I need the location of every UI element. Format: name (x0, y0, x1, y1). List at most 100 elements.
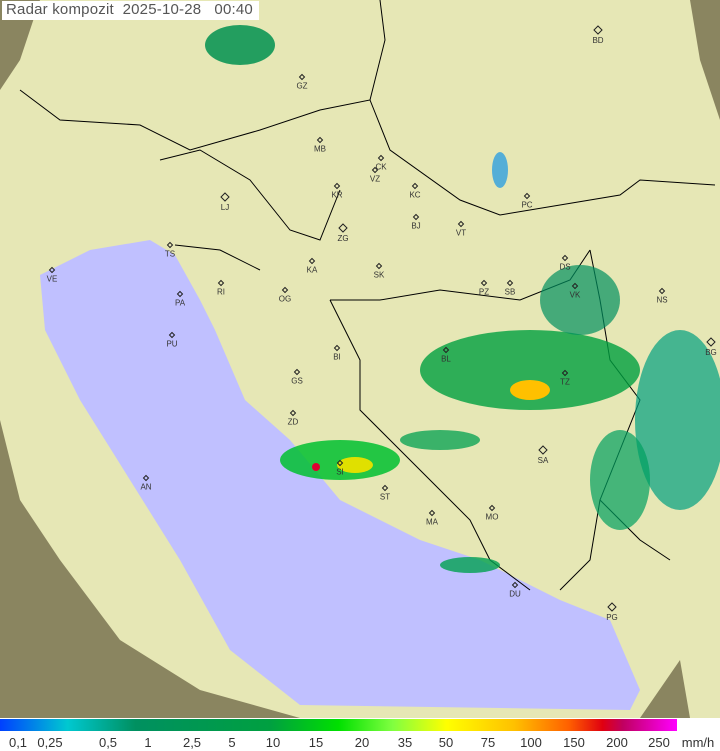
city-marker-icon (538, 445, 548, 455)
scale-tick-label: 2,5 (182, 735, 202, 750)
city-label: MA (426, 518, 439, 527)
city-marker-icon (506, 279, 514, 287)
city-label: ZD (288, 418, 299, 427)
scale-tick-label: 100 (520, 735, 542, 750)
city-label: KC (409, 191, 420, 200)
city-label: PG (606, 613, 618, 622)
city-marker-icon (593, 25, 603, 35)
city-label: KA (307, 266, 318, 275)
city-marker-icon (428, 509, 436, 517)
city-label: NS (656, 296, 667, 305)
city-marker-icon (293, 368, 301, 376)
city-label: MO (486, 513, 499, 522)
city-marker-icon (166, 241, 174, 249)
scale-tick-label: 150 (563, 735, 585, 750)
scale-tick-label: 50 (438, 735, 454, 750)
city-marker-icon (168, 331, 176, 339)
city-label: SK (374, 271, 385, 280)
city-label: DS (559, 263, 570, 272)
city-marker-icon (281, 286, 289, 294)
city-label: KR (331, 191, 342, 200)
city-marker-icon (381, 484, 389, 492)
city-label: OG (279, 295, 291, 304)
city-label: GZ (296, 82, 307, 91)
city-label: SI (336, 468, 344, 477)
city-label: VZ (370, 175, 380, 184)
city-marker-icon (457, 220, 465, 228)
city-label: GS (291, 377, 303, 386)
city-label: PU (166, 340, 177, 349)
city-marker-icon (523, 192, 531, 200)
city-marker-icon (412, 213, 420, 221)
scale-tick-label: 1 (144, 735, 152, 750)
scale-tick-label: 200 (606, 735, 628, 750)
city-marker-icon (658, 287, 666, 295)
city-label: ZG (337, 234, 348, 243)
city-label: SA (538, 456, 549, 465)
city-marker-icon (375, 262, 383, 270)
city-label: BL (441, 355, 451, 364)
city-marker-icon (336, 459, 344, 467)
city-marker-icon (289, 409, 297, 417)
city-marker-icon (607, 602, 617, 612)
scale-unit: mm/h (681, 735, 715, 750)
city-marker-icon (561, 254, 569, 262)
city-label: PZ (479, 288, 489, 297)
city-marker-icon (511, 581, 519, 589)
city-label: AN (140, 483, 151, 492)
city-marker-icon (442, 346, 450, 354)
city-marker-icon (48, 266, 56, 274)
map-title: Radar kompozit 2025-10-28 00:40 (2, 1, 259, 20)
city-label: BJ (411, 222, 420, 231)
city-marker-icon (488, 504, 496, 512)
city-marker-icon (377, 154, 385, 162)
city-label: CK (375, 163, 387, 172)
city-marker-icon (371, 166, 379, 174)
city-marker-icon (333, 344, 341, 352)
city-label: BD (592, 36, 603, 45)
scale-tick-label: 15 (308, 735, 324, 750)
scale-tick-label: 5 (228, 735, 236, 750)
scale-tick-label: 20 (354, 735, 370, 750)
city-label: ST (380, 493, 390, 502)
scale-tick-label: 0,5 (98, 735, 118, 750)
city-label: PA (175, 299, 186, 308)
precipitation-color-scale (0, 719, 677, 731)
city-label: MB (314, 145, 326, 154)
sea (40, 240, 640, 710)
city-label: TZ (560, 378, 570, 387)
city-marker-icon (338, 223, 348, 233)
city-marker-icon (142, 474, 150, 482)
city-label: SB (505, 288, 516, 297)
city-marker-icon (480, 279, 488, 287)
city-marker-icon (217, 279, 225, 287)
city-marker-icon (706, 337, 716, 347)
city-marker-icon (308, 257, 316, 265)
city-marker-icon (176, 290, 184, 298)
city-markers: BD GZ MB CK VZ KR KC LJ PC BJ VT TS ZG VE KA SK RI DS PA OG… (47, 25, 717, 622)
scale-tick-label: 0,1 (8, 735, 28, 750)
city-label: BI (333, 353, 341, 362)
scale-tick-label: 250 (648, 735, 670, 750)
scale-tick-label: 35 (397, 735, 413, 750)
city-label: VT (456, 229, 466, 238)
city-label: PC (521, 201, 532, 210)
scale-tick-label: 75 (480, 735, 496, 750)
scale-tick-label: 0,25 (37, 735, 63, 750)
city-label: VE (47, 275, 58, 284)
scale-tick-labels: 0,1 0,25 0,5 1 2,5 5 10 15 20 35 50 75 100 150 200 250 m… (0, 735, 720, 751)
city-marker-icon (571, 282, 579, 290)
city-label: VK (570, 291, 581, 300)
city-marker-icon (316, 136, 324, 144)
city-marker-icon (561, 369, 569, 377)
city-label: BG (705, 348, 717, 357)
city-marker-icon (220, 192, 230, 202)
city-label: DU (509, 590, 521, 599)
scale-tick-label: 10 (265, 735, 281, 750)
city-marker-icon (411, 182, 419, 190)
radar-map: BD GZ MB CK VZ KR KC LJ PC BJ VT TS ZG VE KA SK RI DS PA OG… (0, 0, 720, 718)
country-borders (19, 0, 716, 591)
city-label: RI (217, 288, 225, 297)
city-label: LJ (221, 203, 229, 212)
